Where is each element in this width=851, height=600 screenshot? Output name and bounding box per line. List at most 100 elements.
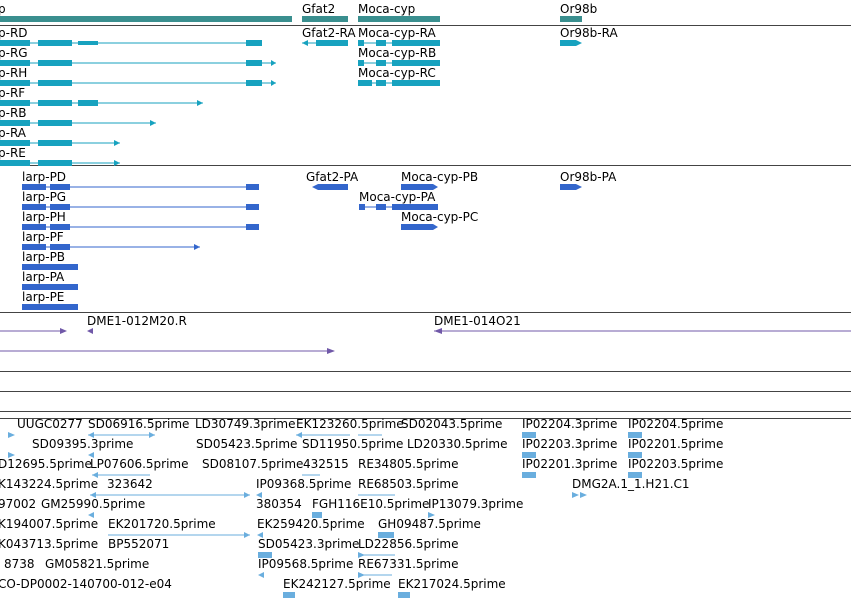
est-feature[interactable] (88, 512, 94, 518)
est-label: IP02203.5prime (628, 457, 723, 471)
est-label: EK123260.5prime (296, 417, 404, 431)
est-feature[interactable] (88, 452, 94, 458)
est-feature[interactable] (258, 552, 272, 558)
transcript-moca-cyp-rc[interactable] (358, 80, 440, 86)
gene-bar-or98b[interactable] (560, 16, 582, 22)
protein-moca-cyp-pc[interactable] (401, 224, 438, 230)
est-label: D12695.5prime (0, 457, 92, 471)
transcript-label-rg: p-RG (0, 46, 28, 60)
est-label: 8738 (4, 557, 35, 571)
transcript-re[interactable] (0, 160, 120, 166)
gene-label-moca-cyp[interactable]: Moca-cyp (358, 2, 415, 16)
est-label: CO-DP0002-140700-012-e04 (0, 577, 172, 591)
est-feature[interactable] (256, 492, 262, 498)
est-feature[interactable] (283, 592, 295, 598)
est-label: LD22856.5prime (358, 537, 459, 551)
transcript-moca-cyp-rb[interactable] (358, 60, 440, 66)
est-label: SD11950.5prime (302, 437, 403, 451)
est-label: IP02201.3prime (522, 457, 617, 471)
est-track: UUGC0277 SD06916.5prime LD30749.3prime E… (0, 417, 723, 598)
protein-pa[interactable] (22, 284, 78, 290)
protein-gfat2-pa[interactable] (312, 184, 348, 190)
est-feature[interactable] (92, 472, 150, 478)
transcript-label-rd: p-RD (0, 26, 28, 40)
est-feature[interactable] (572, 492, 587, 498)
est-label: SD05423.5prime (196, 437, 297, 451)
est-feature[interactable] (358, 572, 392, 578)
protein-ph[interactable] (22, 224, 259, 230)
transcript-rg[interactable] (0, 60, 276, 66)
est-label: IP13079.3prime (428, 497, 523, 511)
protein-pd[interactable] (22, 184, 259, 190)
est-label: BP552071 (108, 537, 169, 551)
clone-bar-2[interactable] (0, 348, 335, 354)
est-label: UUGC0277 (17, 417, 83, 431)
est-feature[interactable] (88, 432, 155, 438)
gene-bar-moca-cyp[interactable] (358, 16, 440, 22)
est-label: IP09568.5prime (258, 557, 353, 571)
est-feature[interactable] (358, 552, 395, 558)
est-label: IP02204.5prime (628, 417, 723, 431)
protein-pg[interactable] (22, 204, 259, 210)
est-label: K043713.5prime (0, 537, 98, 551)
est-feature[interactable] (90, 492, 250, 498)
protein-label-pb: larp-PB (22, 250, 65, 264)
est-feature[interactable] (522, 432, 536, 438)
transcript-label-moca-cyp-rc: Moca-cyp-RC (358, 66, 436, 80)
transcript-gfat2-ra[interactable] (302, 40, 348, 46)
est-label: RE68503.5prime (358, 477, 459, 491)
protein-pe[interactable] (22, 304, 78, 310)
gene-bar-gfat2[interactable] (302, 16, 348, 22)
est-feature[interactable] (522, 452, 536, 458)
est-feature[interactable] (8, 452, 15, 458)
est-label: EK259420.5prime (257, 517, 365, 531)
transcript-moca-cyp-ra[interactable] (358, 40, 440, 46)
est-label: IP02201.5prime (628, 437, 723, 451)
track-dividers (0, 25, 851, 419)
protein-label-or98b-pa: Or98b-PA (560, 170, 617, 184)
est-feature[interactable] (8, 432, 15, 438)
est-label: GM25990.5prime (41, 497, 145, 511)
est-label: SD06916.5prime (88, 417, 189, 431)
protein-label-moca-cyp-pa: Moca-cyp-PA (359, 190, 436, 204)
gene-label-or98b[interactable]: Or98b (560, 2, 597, 16)
est-feature[interactable] (428, 512, 435, 518)
transcript-label-moca-cyp-rb: Moca-cyp-RB (358, 46, 436, 60)
clone-bar-1[interactable] (0, 328, 67, 334)
transcript-rf[interactable] (0, 100, 203, 106)
gene-label-gfat2[interactable]: Gfat2 (302, 2, 335, 16)
gene-track: p Gfat2 Moca-cyp Or98b (0, 2, 597, 22)
transcript-or98b-ra[interactable] (560, 40, 582, 46)
est-feature[interactable] (296, 432, 350, 438)
est-feature[interactable] (628, 452, 642, 458)
protein-label-moca-cyp-pb: Moca-cyp-PB (401, 170, 478, 184)
protein-moca-cyp-pb[interactable] (401, 184, 438, 190)
est-feature[interactable] (398, 592, 410, 598)
transcript-rb[interactable] (0, 120, 156, 126)
est-feature[interactable] (378, 532, 394, 538)
est-feature[interactable] (628, 472, 642, 478)
transcript-ra[interactable] (0, 140, 120, 146)
protein-pb[interactable] (22, 264, 78, 270)
est-feature[interactable] (522, 472, 536, 478)
transcript-label-rb: p-RB (0, 106, 27, 120)
protein-pf[interactable] (22, 244, 200, 250)
protein-track: larp-PD larp-PG larp-PH larp-PF larp-PB … (22, 170, 617, 310)
transcript-rd[interactable] (0, 40, 262, 46)
est-feature[interactable] (108, 532, 250, 538)
gene-bar-larp[interactable] (0, 16, 292, 22)
clone-bar-012m20[interactable] (87, 328, 93, 334)
est-label: LD20330.5prime (407, 437, 508, 451)
transcript-rh[interactable] (0, 80, 276, 86)
est-feature[interactable] (257, 532, 263, 538)
est-feature[interactable] (312, 512, 322, 518)
protein-moca-cyp-pa[interactable] (359, 204, 438, 210)
transcript-label-moca-cyp-ra: Moca-cyp-RA (358, 26, 436, 40)
est-feature[interactable] (628, 432, 642, 438)
clone-bar-014o21[interactable] (434, 328, 851, 334)
est-label: LP07606.5prime (90, 457, 189, 471)
protein-or98b-pa[interactable] (560, 184, 582, 190)
est-feature[interactable] (258, 572, 264, 578)
transcript-label-gfat2-ra: Gfat2-RA (302, 26, 356, 40)
